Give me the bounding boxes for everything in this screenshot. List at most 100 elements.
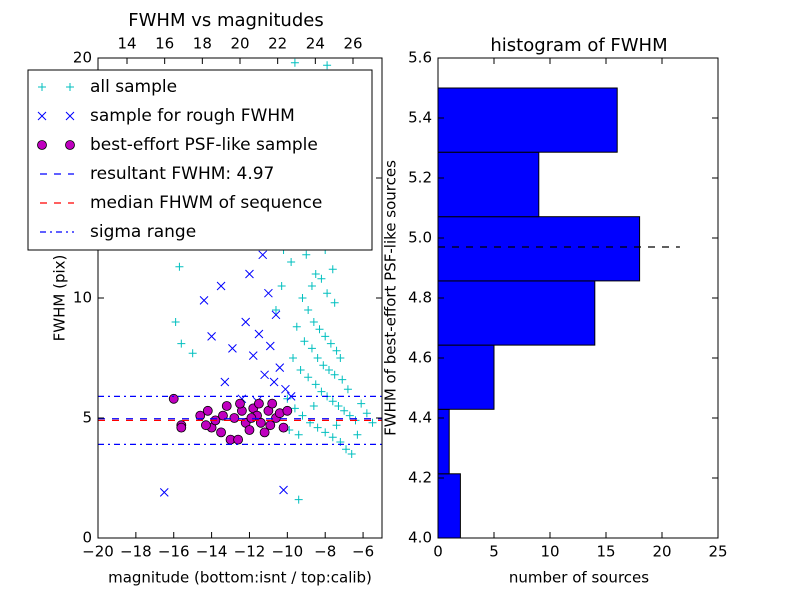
point	[287, 258, 296, 266]
point	[323, 289, 332, 298]
point	[218, 410, 228, 421]
point	[319, 361, 328, 370]
point	[260, 370, 269, 380]
y-tick-label: 0	[82, 529, 92, 547]
point	[289, 354, 298, 362]
y-tick-label: 4.8	[408, 289, 432, 307]
point	[201, 420, 211, 431]
x-axis-label: number of sources	[509, 569, 649, 587]
point	[202, 405, 213, 416]
point	[330, 298, 339, 307]
point	[259, 427, 270, 438]
point	[328, 433, 337, 442]
point	[233, 434, 244, 445]
point	[321, 332, 330, 341]
y-tick-label: 10	[73, 289, 92, 307]
point	[296, 366, 305, 374]
legend-marker	[65, 140, 75, 150]
point	[338, 375, 347, 384]
point	[207, 332, 216, 341]
point	[302, 250, 311, 259]
point	[255, 417, 266, 428]
y-tick-label: 5.2	[408, 169, 432, 187]
y-tick-label: 5.0	[408, 229, 432, 247]
x-tick-label: −12	[234, 543, 266, 561]
point	[258, 250, 268, 260]
point	[357, 399, 366, 408]
x-tick-label: −6	[352, 543, 374, 561]
x-tick-label: 25	[708, 543, 727, 561]
point	[311, 380, 320, 389]
point	[368, 418, 377, 427]
point	[290, 58, 299, 67]
bar	[437, 473, 461, 539]
chart-title: histogram of FWHM	[490, 35, 667, 56]
legend-label: sample for rough FWHM	[90, 106, 295, 126]
point	[220, 377, 230, 387]
point	[317, 274, 326, 283]
point	[324, 366, 333, 374]
legend-label: all sample	[90, 77, 177, 97]
point	[254, 398, 264, 409]
point	[199, 296, 209, 305]
point	[292, 322, 301, 331]
legend-label: resultant FWHM: 4.97	[90, 164, 274, 184]
point	[294, 430, 303, 439]
point	[265, 341, 275, 351]
y-tick-label: 5.4	[408, 109, 432, 127]
point	[176, 422, 187, 433]
point	[216, 427, 226, 438]
x-axis-label: magnitude (bottom:isnt / top:calib)	[108, 569, 372, 587]
legend-label: median FHWM of sequence	[90, 193, 322, 213]
y-tick-label: 4.2	[408, 469, 432, 487]
bar	[437, 344, 495, 410]
point	[332, 346, 341, 355]
point	[246, 413, 257, 423]
point	[334, 402, 343, 410]
bar	[437, 408, 450, 475]
x-tick-label: 10	[540, 543, 559, 561]
point	[168, 393, 179, 404]
point	[241, 317, 251, 327]
point	[265, 420, 276, 431]
point	[188, 349, 197, 358]
x2-tick-label: 18	[193, 35, 212, 53]
point	[175, 262, 184, 271]
point	[332, 421, 341, 430]
point	[343, 385, 352, 394]
legend-label: best-effort PSF-like sample	[90, 135, 318, 155]
legend-marker	[66, 83, 74, 91]
y-tick-label: 4.4	[408, 409, 432, 427]
x2-tick-label: 22	[268, 35, 287, 53]
point	[313, 423, 322, 432]
x2-tick-label: 26	[343, 35, 362, 53]
point	[342, 445, 351, 454]
point	[304, 373, 313, 382]
y-tick-label: 20	[73, 49, 92, 67]
point	[228, 344, 237, 353]
legend-marker	[37, 140, 47, 150]
y-tick-label: 4.0	[408, 529, 432, 547]
point	[353, 430, 362, 439]
point	[229, 413, 240, 423]
point	[362, 409, 371, 418]
x-tick-label: −8	[314, 543, 336, 561]
y-axis-label: FWHM (pix)	[51, 255, 69, 342]
point	[315, 325, 324, 334]
point	[275, 363, 285, 372]
point	[267, 398, 278, 409]
legend-label: sigma range	[90, 222, 196, 242]
point	[264, 288, 273, 298]
bar	[437, 280, 596, 346]
point	[177, 339, 186, 348]
point	[307, 282, 316, 290]
x-tick-label: −16	[158, 543, 190, 561]
point	[330, 370, 339, 379]
point	[244, 425, 255, 435]
point	[317, 387, 326, 396]
point	[313, 354, 322, 362]
bar	[437, 87, 618, 153]
point	[278, 422, 289, 433]
point	[345, 411, 354, 420]
point	[221, 401, 232, 411]
